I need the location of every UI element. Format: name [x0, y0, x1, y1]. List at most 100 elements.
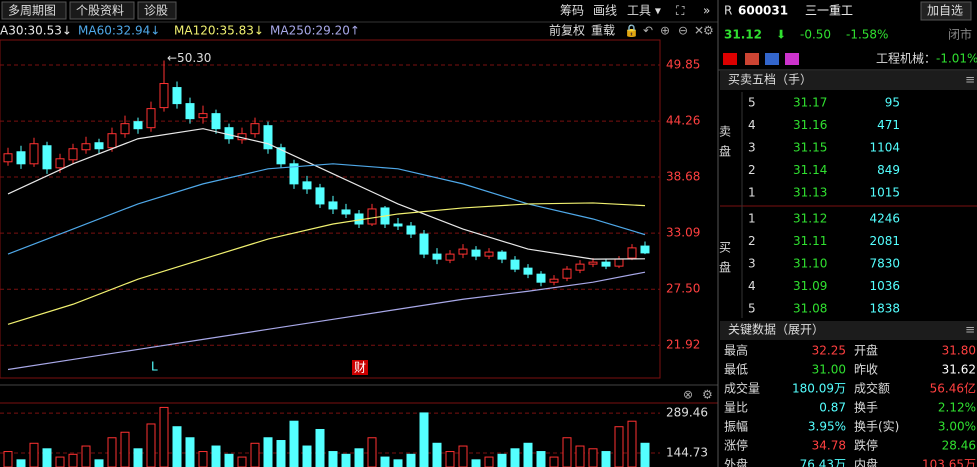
tool[interactable]: 工具 ▾: [627, 4, 661, 18]
flag: [745, 53, 759, 65]
key-value: 28.46: [942, 439, 976, 453]
key-value: 180.09万: [792, 382, 846, 396]
key-value: 2.12%: [938, 401, 976, 415]
icon[interactable]: ✕: [694, 24, 704, 38]
icon[interactable]: ⚙: [702, 388, 713, 402]
tool[interactable]: 重载: [591, 24, 615, 38]
volume-bar: [575, 445, 585, 467]
key-value: 103.65万: [922, 458, 976, 467]
key-value: 31.62: [942, 363, 976, 377]
y-tick-label: 49.85: [666, 57, 700, 71]
candle-body: [211, 113, 221, 130]
candle-body: [523, 267, 533, 275]
icon[interactable]: ⊗: [683, 388, 693, 402]
legend-entry: A30:30.53↓: [0, 24, 72, 38]
volume-bar: [276, 440, 286, 467]
candle-body: [497, 251, 507, 260]
candle-body: [68, 148, 78, 161]
y-tick-label: 27.50: [666, 282, 700, 296]
order-price: 31.11: [793, 234, 827, 248]
candle-body: [432, 253, 442, 260]
key-value: 0.87: [819, 401, 846, 415]
volume-bar: [614, 426, 624, 467]
icon[interactable]: ⊕: [660, 24, 670, 38]
tool[interactable]: 前复权: [549, 23, 585, 38]
button[interactable]: [69, 1, 135, 20]
side-label: 卖盘: [718, 125, 732, 165]
key-value: 34.78: [812, 439, 846, 453]
candle-body: [445, 253, 455, 261]
candle-body: [16, 151, 26, 165]
candle-body: [146, 108, 156, 129]
order-price: 31.17: [793, 96, 827, 110]
key-label: 开盘: [854, 343, 878, 358]
volume-bar: [354, 448, 364, 467]
section-title: 买卖五档（手）: [728, 73, 812, 87]
volume-bar: [224, 453, 234, 467]
candle-body: [315, 187, 325, 205]
candle-body: [510, 259, 520, 270]
candle-body: [562, 268, 572, 279]
flag: [723, 53, 737, 65]
candle-body: [328, 201, 338, 210]
ma-line: [7, 163, 646, 255]
order-price: 31.15: [793, 141, 827, 155]
volume-bar: [380, 456, 390, 467]
icon[interactable]: ≡: [965, 323, 975, 337]
volume-bar: [523, 442, 533, 467]
tool[interactable]: 画线: [593, 4, 617, 18]
legend-entry: MA60:32.94↓: [78, 24, 160, 38]
icon[interactable]: ↶: [643, 24, 653, 38]
volume-bar: [302, 445, 312, 467]
order-volume: 95: [885, 96, 900, 110]
key-value: 3.95%: [808, 420, 846, 434]
candle-body: [614, 258, 624, 267]
volume-bar: [120, 431, 130, 467]
y-tick-label: 289.46: [666, 406, 708, 420]
order-volume: 4246: [869, 212, 900, 226]
candle-body: [42, 145, 52, 170]
icon[interactable]: ⊖: [678, 24, 688, 38]
candle-body: [276, 147, 286, 165]
icon[interactable]: ≡: [965, 73, 975, 87]
order-price: 31.10: [793, 257, 827, 271]
volume-bar: [289, 420, 299, 467]
volume-bar: [549, 456, 559, 467]
icons[interactable]: 🔒 ↶ ⊕ ⊖ ✕ ⚙ ⊗ ⚙ ≡ ≡: [624, 24, 975, 402]
key-label: 涨停: [724, 438, 748, 453]
button[interactable]: [920, 1, 972, 21]
volume-bar: [419, 412, 429, 467]
order-price: 31.13: [793, 186, 827, 200]
button-label[interactable]: 多周期图: [8, 4, 56, 18]
candle-body: [393, 223, 403, 227]
tool[interactable]: »: [703, 4, 710, 18]
button-label[interactable]: 加自选: [927, 4, 963, 18]
candle-body: [120, 123, 130, 135]
candle-body: [419, 233, 429, 255]
button-label[interactable]: 诊股: [144, 4, 168, 18]
arrow: ⬇: [776, 28, 786, 42]
volume-bar: [159, 406, 169, 467]
volume-bar: [172, 426, 182, 467]
volume-bar: [250, 442, 260, 467]
candle-body: [81, 143, 91, 151]
icon[interactable]: 🔒: [624, 24, 639, 38]
button[interactable]: [137, 1, 177, 20]
volume-bar: [55, 456, 65, 467]
key-label: 外盘: [724, 457, 748, 467]
volume-bar: [562, 437, 572, 467]
button[interactable]: [1, 1, 67, 20]
volume-bar: [237, 456, 247, 467]
order-price: 31.08: [793, 302, 827, 316]
volume-bar: [627, 420, 637, 467]
button-label[interactable]: 个股资料: [76, 4, 124, 18]
volume-bar: [263, 437, 273, 467]
y-tick-label: 21.92: [666, 338, 700, 352]
volume-bar: [458, 445, 468, 467]
icon[interactable]: ⚙: [703, 24, 714, 38]
volume-bar: [588, 448, 598, 467]
tool[interactable]: 筹码: [560, 4, 584, 18]
level: 4: [748, 279, 756, 293]
tool[interactable]: ⛶: [675, 4, 685, 18]
